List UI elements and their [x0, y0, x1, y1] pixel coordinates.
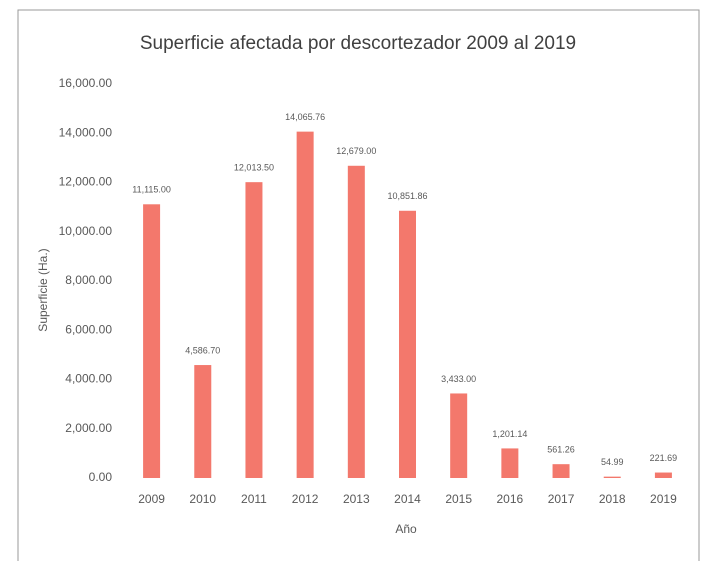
x-tick-label: 2013 — [343, 492, 370, 506]
y-tick-label: 2,000.00 — [65, 421, 112, 435]
value-label: 12,679.00 — [336, 146, 376, 156]
bar — [194, 365, 212, 478]
x-tick-label: 2018 — [599, 492, 626, 506]
bar — [654, 472, 672, 478]
x-tick-label: 2010 — [189, 492, 216, 506]
value-label: 3,433.00 — [441, 374, 476, 384]
x-tick-label: 2014 — [394, 492, 421, 506]
value-label: 14,065.76 — [285, 112, 325, 122]
value-label: 221.69 — [650, 453, 678, 463]
value-label: 1,201.14 — [492, 429, 527, 439]
x-tick-label: 2016 — [497, 492, 524, 506]
x-tick-label: 2019 — [650, 492, 677, 506]
bar — [399, 210, 416, 478]
bar — [245, 182, 263, 479]
x-tick-label: 2009 — [138, 492, 165, 506]
y-tick-label: 16,000.00 — [59, 76, 113, 90]
y-tick-label: 10,000.00 — [59, 224, 113, 238]
y-axis-label: Superficie (Ha.) — [36, 248, 50, 331]
x-tick-label: 2015 — [445, 492, 472, 506]
y-tick-label: 8,000.00 — [65, 273, 112, 287]
value-label: 561.26 — [547, 445, 575, 455]
bar — [603, 476, 621, 478]
value-label: 12,013.50 — [234, 163, 274, 173]
value-label: 11,115.00 — [132, 185, 171, 195]
bar — [501, 448, 519, 478]
y-tick-label: 14,000.00 — [59, 125, 113, 139]
value-label: 54.99 — [601, 457, 624, 467]
bar — [552, 464, 570, 478]
y-tick-label: 12,000.00 — [59, 175, 113, 189]
bar — [143, 204, 161, 478]
bar — [296, 131, 314, 478]
x-tick-label: 2017 — [548, 492, 575, 506]
chart-title: Superficie afectada por descortezador 20… — [140, 33, 576, 54]
x-axis-label: Año — [395, 522, 417, 536]
y-tick-label: 6,000.00 — [65, 322, 112, 336]
value-label: 4,586.70 — [185, 345, 220, 355]
y-tick-label: 4,000.00 — [65, 372, 112, 386]
bar — [347, 165, 365, 478]
bar — [450, 393, 468, 478]
y-tick-label: 0.00 — [89, 470, 113, 484]
x-tick-label: 2012 — [292, 492, 319, 506]
value-label: 10,851.86 — [387, 191, 427, 201]
x-tick-label: 2011 — [241, 492, 267, 506]
